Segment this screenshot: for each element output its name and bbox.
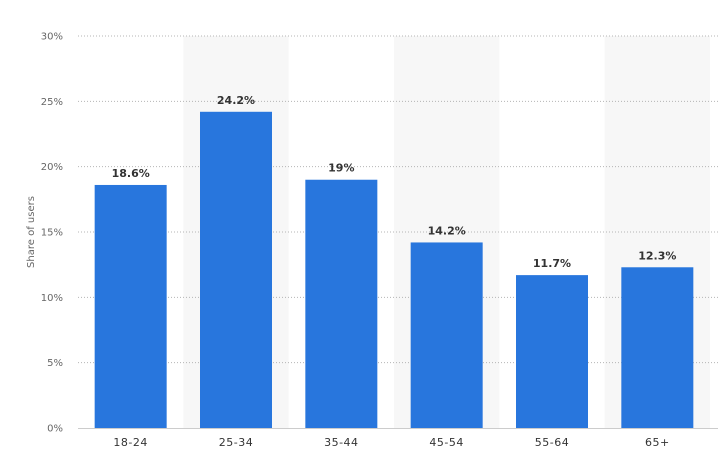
data-label-35-44: 19% (328, 162, 354, 175)
data-labels: 18.6% 24.2% 19% 14.2% 11.7% 12.3% (112, 94, 677, 270)
y-tick-label: 0% (47, 424, 63, 435)
x-tick-label-18-24: 18-24 (113, 436, 147, 449)
x-tick-label-25-34: 25-34 (219, 436, 253, 449)
bars (94, 111, 694, 428)
data-label-55-64: 11.7% (533, 257, 571, 270)
y-tick-label: 30% (41, 32, 63, 43)
bar-35-44 (305, 179, 378, 428)
data-label-45-54: 14.2% (428, 224, 466, 237)
data-label-25-34: 24.2% (217, 94, 255, 107)
x-tick-label-55-64: 55-64 (535, 436, 569, 449)
bar-18-24 (94, 184, 167, 428)
y-tick-label: 5% (47, 358, 63, 369)
data-label-18-24: 18.6% (112, 167, 150, 180)
bar-45-54 (410, 242, 483, 428)
x-tick-label-45-54: 45-54 (429, 436, 463, 449)
y-tick-label: 25% (41, 97, 63, 108)
y-tick-label: 20% (41, 162, 63, 173)
x-tick-label-35-44: 35-44 (324, 436, 358, 449)
y-axis-title: Share of users (26, 196, 37, 268)
x-tick-label-65+: 65+ (645, 436, 670, 449)
data-label-65+: 12.3% (638, 249, 676, 262)
y-axis-ticks: 0% 5% 10% 15% 20% 25% 30% (41, 32, 63, 435)
x-axis-ticks: 18-24 25-34 35-44 45-54 55-64 65+ (113, 436, 669, 449)
bar-65+ (621, 267, 694, 428)
bar-55-64 (516, 275, 588, 428)
bar-25-34 (200, 111, 272, 428)
y-tick-label: 10% (41, 293, 63, 304)
y-tick-label: 15% (41, 228, 63, 239)
